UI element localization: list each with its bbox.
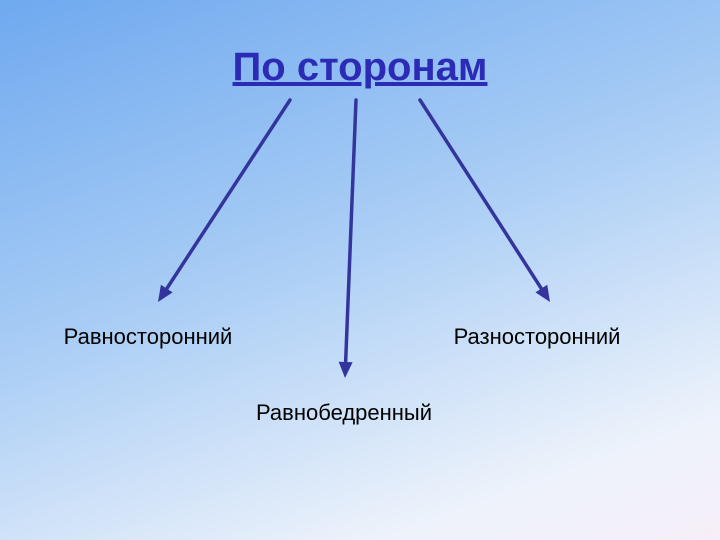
slide: По сторонам Равносторонний Равнобедренны… [0,0,720,540]
slide-title: По сторонам [233,45,488,90]
arrow-line-1 [346,100,356,362]
arrow-line-2 [420,100,541,289]
arrow-head-2 [535,285,550,302]
arrow-line-0 [167,100,290,289]
label-equilateral: Равносторонний [64,324,233,350]
arrow-head-0 [158,285,173,302]
arrow-head-1 [339,362,353,378]
label-scalene: Разносторонний [454,324,621,350]
label-isosceles: Равнобедренный [256,400,432,426]
